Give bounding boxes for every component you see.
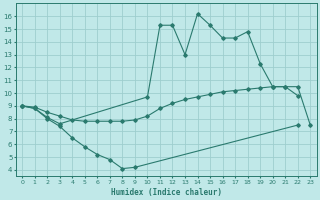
X-axis label: Humidex (Indice chaleur): Humidex (Indice chaleur) [111,188,222,197]
